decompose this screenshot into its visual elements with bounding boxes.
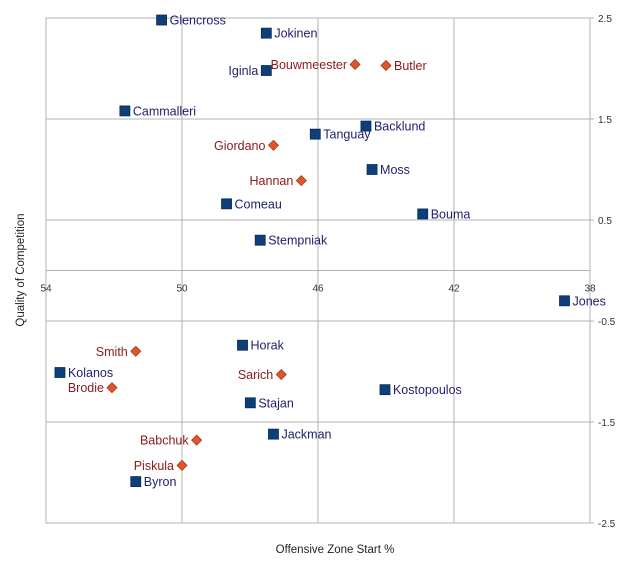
point-label: Tanguay bbox=[323, 128, 371, 142]
point-label: Babchuk bbox=[140, 434, 189, 448]
point-marker-square bbox=[366, 164, 378, 175]
point-label: Iginla bbox=[228, 64, 258, 78]
point-label: Kolanos bbox=[68, 366, 113, 380]
point-label: Jackman bbox=[281, 428, 331, 442]
y-tick-label: 1.5 bbox=[598, 115, 612, 126]
point-marker-square bbox=[260, 65, 272, 76]
point-label: Bouwmeester bbox=[271, 58, 347, 72]
x-tick-label: 42 bbox=[448, 284, 460, 295]
point-label: Comeau bbox=[235, 197, 282, 211]
point-marker-square bbox=[268, 428, 279, 440]
point-label: Bouma bbox=[431, 207, 471, 221]
point-label: Piskula bbox=[134, 459, 174, 473]
y-tick-label: -1.5 bbox=[598, 418, 616, 429]
point-marker-square bbox=[417, 208, 429, 220]
point-marker-square bbox=[130, 476, 142, 487]
point-label: Giordano bbox=[214, 139, 265, 153]
point-label: Stajan bbox=[258, 396, 293, 410]
point-marker-square bbox=[309, 128, 321, 140]
x-tick-label: 54 bbox=[40, 284, 52, 295]
point-marker-diamond bbox=[106, 382, 118, 394]
point-label: Jokinen bbox=[274, 27, 317, 41]
point-label: Byron bbox=[144, 475, 177, 489]
y-tick-label: -2.5 bbox=[598, 519, 616, 530]
point-marker-square bbox=[260, 27, 272, 39]
point-marker-square bbox=[254, 234, 266, 246]
data-points: Glencross Jokinen Iginla Cammalleri Backlund… bbox=[54, 14, 606, 489]
point-label: Kostopoulos bbox=[393, 383, 462, 397]
point-marker-diamond bbox=[191, 434, 203, 446]
point-label: Brodie bbox=[68, 381, 104, 395]
x-axis-title: Offensive Zone Start % bbox=[276, 544, 395, 556]
point-marker-square bbox=[379, 384, 391, 396]
tick-labels: 54 50 46 42 38 2.5 1.5 0.5 -0.5 -1.5 -2.5 bbox=[40, 14, 615, 530]
point-marker-diamond bbox=[380, 59, 392, 72]
point-marker-diamond bbox=[130, 345, 142, 357]
x-tick-label: 50 bbox=[176, 284, 188, 295]
point-marker-square bbox=[221, 198, 232, 210]
y-tick-label: 0.5 bbox=[598, 216, 612, 227]
point-label: Jones bbox=[573, 294, 606, 308]
point-marker-diamond bbox=[349, 58, 361, 71]
point-marker-square bbox=[244, 397, 256, 409]
point-marker-square bbox=[119, 105, 131, 117]
point-marker-square bbox=[156, 14, 168, 26]
point-label: Backlund bbox=[374, 120, 425, 134]
point-marker-square bbox=[360, 120, 372, 132]
point-marker-square bbox=[559, 295, 570, 307]
point-label: Sarich bbox=[238, 368, 273, 382]
point-label: Horak bbox=[251, 339, 285, 353]
y-tick-label: 2.5 bbox=[598, 14, 612, 25]
point-label: Moss bbox=[380, 163, 410, 177]
y-axis-title: Quality of Competition bbox=[15, 213, 27, 326]
point-label: Glencross bbox=[170, 14, 226, 28]
x-tick-label: 46 bbox=[312, 284, 324, 295]
point-marker-square bbox=[237, 339, 248, 351]
point-label: Cammalleri bbox=[133, 104, 196, 118]
gridlines bbox=[45, 17, 594, 524]
point-marker-diamond bbox=[267, 139, 280, 151]
point-marker-diamond bbox=[295, 175, 307, 187]
point-marker-diamond bbox=[275, 368, 287, 381]
point-marker-square bbox=[54, 367, 66, 378]
point-label: Smith bbox=[96, 345, 128, 359]
point-marker-diamond bbox=[176, 459, 188, 471]
point-label: Butler bbox=[394, 59, 427, 73]
y-tick-label: -0.5 bbox=[598, 317, 616, 328]
point-label: Stempniak bbox=[268, 234, 328, 248]
point-label: Hannan bbox=[250, 174, 294, 188]
x-tick-label: 38 bbox=[584, 284, 596, 295]
